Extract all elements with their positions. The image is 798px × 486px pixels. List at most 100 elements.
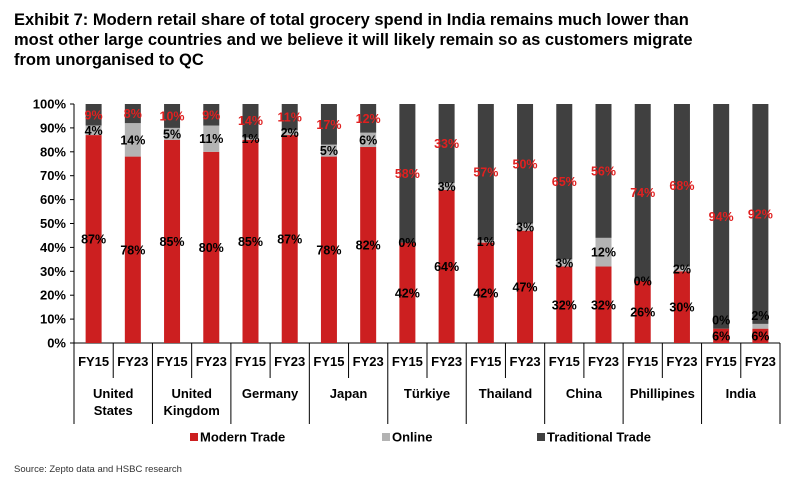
data-label-traditional-trade: 9% [85, 108, 103, 122]
data-label-traditional-trade: 74% [630, 186, 655, 200]
bar-online [203, 125, 220, 152]
bar-traditional-trade [281, 104, 298, 131]
data-label-modern-trade: 42% [395, 286, 420, 300]
y-tick-label: 30% [40, 264, 66, 279]
bar-online [164, 127, 181, 140]
data-label-traditional-trade: 8% [124, 107, 142, 121]
bar-modern-trade [673, 271, 690, 343]
bar-traditional-trade [85, 104, 102, 126]
data-label-modern-trade: 85% [160, 235, 185, 249]
x-sub-label: FY23 [274, 354, 305, 369]
data-label-traditional-trade: 68% [669, 179, 694, 193]
legend-label-modern: Modern Trade [200, 430, 285, 445]
x-sub-label: FY23 [431, 354, 462, 369]
y-tick-label: 20% [40, 288, 66, 303]
data-label-online: 2% [751, 309, 769, 323]
x-group-label: Phillipines [630, 386, 695, 401]
bar-online [242, 137, 259, 140]
data-label-traditional-trade: 50% [513, 157, 538, 171]
x-group-label: Japan [330, 386, 368, 401]
bar-online [438, 182, 455, 191]
bar-traditional-trade [164, 104, 181, 128]
bar-traditional-trade [595, 104, 612, 238]
y-tick-label: 40% [40, 240, 66, 255]
data-label-modern-trade: 42% [473, 286, 498, 300]
chart-title-line-2: most other large countries and we believ… [14, 31, 693, 49]
bar-traditional-trade [634, 104, 651, 281]
data-label-online: 0% [634, 274, 652, 288]
bar-traditional-trade [124, 104, 141, 124]
data-label-modern-trade: 32% [552, 298, 577, 312]
data-label-modern-trade: 26% [630, 305, 655, 319]
data-label-online: 12% [591, 246, 616, 260]
x-sub-label: FY23 [510, 354, 541, 369]
data-label-modern-trade: 78% [316, 243, 341, 257]
bar-modern-trade [595, 266, 612, 343]
y-tick-label: 0% [47, 336, 66, 351]
chart-title: Exhibit 7: Modern retail share of total … [14, 10, 784, 70]
y-tick-label: 100% [33, 97, 67, 112]
bar-traditional-trade [752, 104, 769, 324]
data-label-modern-trade: 82% [356, 239, 381, 253]
data-label-modern-trade: 87% [81, 233, 106, 247]
source-note: Source: Zepto data and HSBC research [14, 464, 182, 475]
legend-label-traditional: Traditional Trade [547, 430, 651, 445]
x-sub-label: FY23 [117, 354, 148, 369]
x-group-label: Kingdom [164, 403, 220, 418]
bar-traditional-trade [673, 104, 690, 267]
data-label-modern-trade: 32% [591, 298, 616, 312]
bar-online [124, 123, 141, 157]
data-label-online: 14% [120, 133, 145, 147]
bar-traditional-trade [477, 104, 494, 241]
data-label-traditional-trade: 10% [160, 109, 185, 123]
bar-online [673, 266, 690, 272]
data-label-traditional-trade: 94% [709, 210, 734, 224]
data-label-modern-trade: 85% [238, 235, 263, 249]
data-label-online: 5% [163, 127, 181, 141]
y-tick-label: 90% [40, 120, 66, 135]
bar-modern-trade [124, 156, 141, 343]
bar-traditional-trade [320, 104, 337, 145]
bar-modern-trade [399, 242, 416, 343]
chart-title-line-1: Exhibit 7: Modern retail share of total … [14, 11, 689, 29]
bar-traditional-trade [438, 104, 455, 183]
x-sub-label: FY15 [627, 354, 658, 369]
x-sub-label: FY15 [392, 354, 423, 369]
bar-online [281, 130, 298, 136]
data-label-traditional-trade: 58% [395, 167, 420, 181]
bar-modern-trade [556, 266, 573, 343]
chart-title-line-3: from unorganised to QC [14, 51, 204, 69]
y-tick-label: 80% [40, 144, 66, 159]
bar-modern-trade [281, 135, 298, 343]
bar-online [360, 132, 377, 148]
data-label-traditional-trade: 11% [278, 111, 302, 125]
x-sub-label: FY15 [78, 354, 109, 369]
bar-traditional-trade [242, 104, 259, 138]
bar-modern-trade [477, 242, 494, 343]
bar-online [320, 144, 337, 157]
stacked-bar-chart: 0% 10% 20% 30% 40% 50% 60% 70% 80% 90% 100% 87% 4% 9%… [33, 97, 781, 445]
bar-online [752, 323, 769, 329]
legend-label-online: Online [392, 430, 432, 445]
legend-swatch-traditional [537, 433, 545, 441]
bar-modern-trade [517, 230, 534, 343]
x-sub-label: FY15 [549, 354, 580, 369]
x-sub-label: FY15 [706, 354, 737, 369]
data-label-online: 5% [320, 144, 338, 158]
data-label-traditional-trade: 56% [591, 164, 616, 178]
bar-modern-trade [438, 190, 455, 343]
bar-traditional-trade [399, 104, 416, 243]
data-label-traditional-trade: 57% [473, 166, 498, 180]
data-label-online: 1% [241, 132, 259, 146]
bar-online [556, 259, 573, 267]
data-label-traditional-trade: 14% [238, 114, 263, 128]
legend-swatch-modern [190, 433, 198, 441]
x-sub-label: FY23 [353, 354, 384, 369]
data-label-online: 3% [438, 180, 456, 194]
bar-modern-trade [634, 280, 651, 343]
x-sub-label: FY15 [313, 354, 344, 369]
data-label-online: 11% [199, 132, 223, 146]
bar-modern-trade [164, 139, 181, 343]
bar-traditional-trade [360, 104, 377, 133]
data-label-modern-trade: 87% [277, 233, 302, 247]
